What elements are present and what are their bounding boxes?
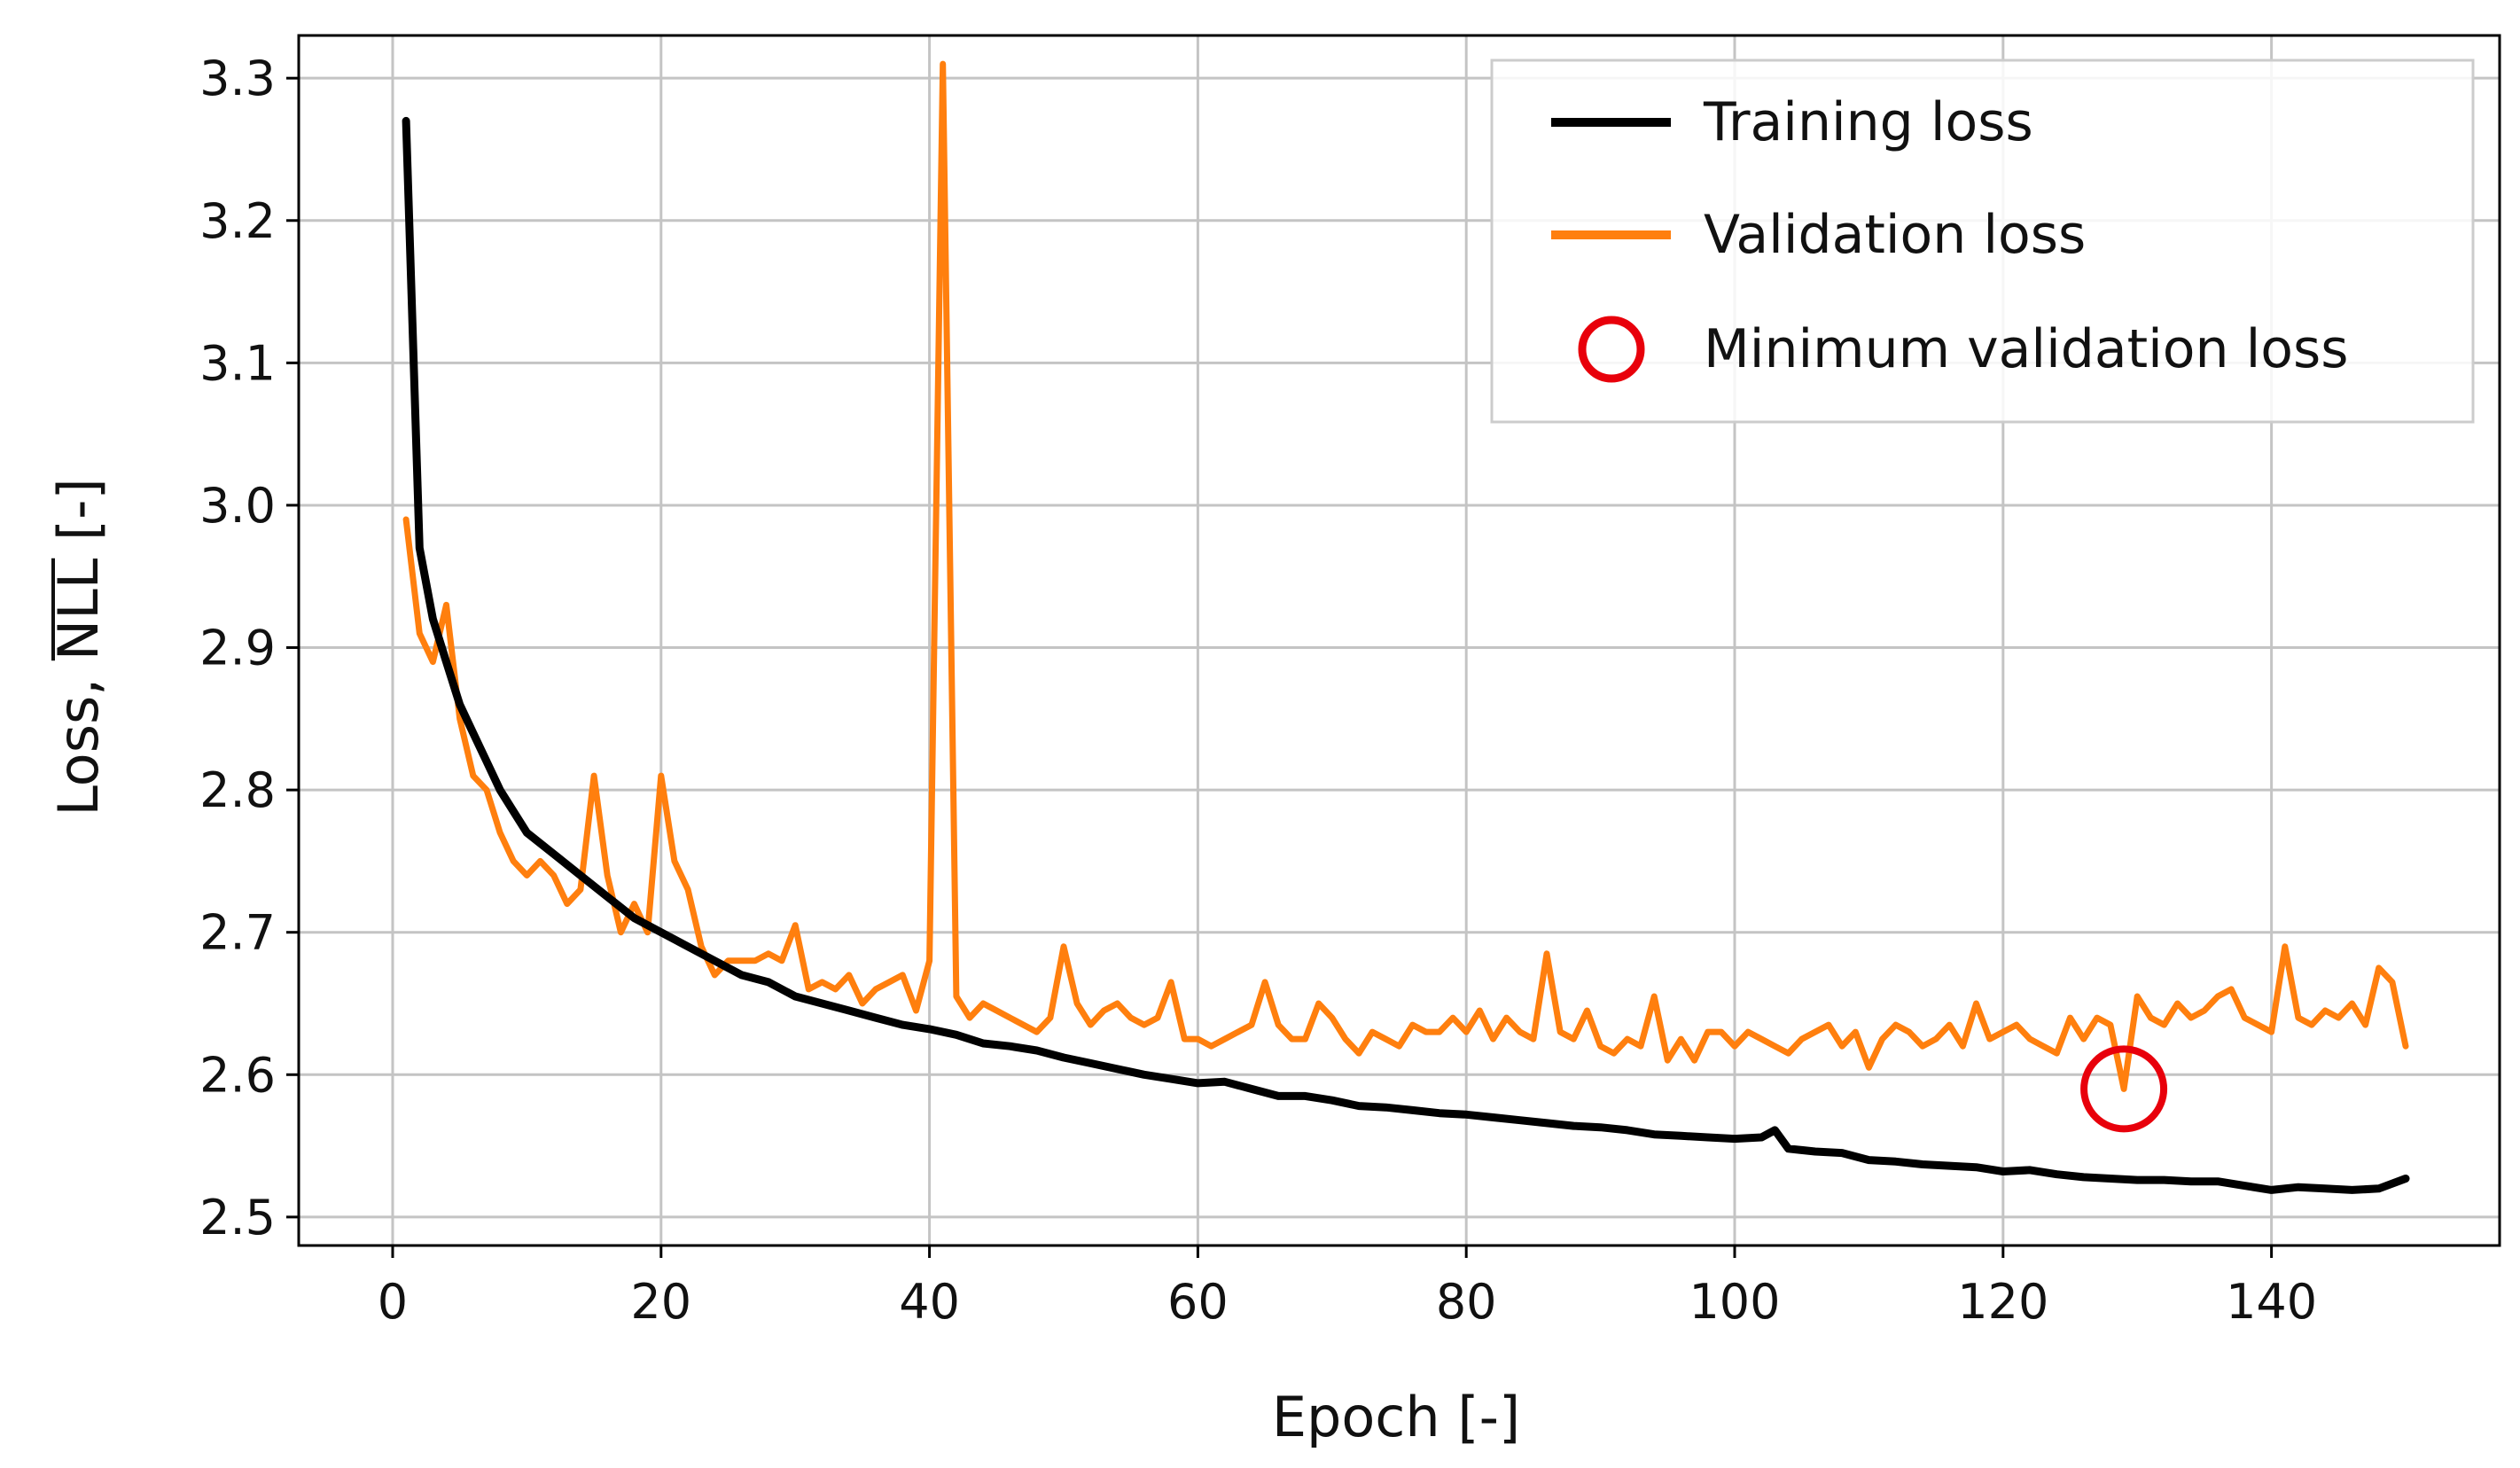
y-tick-label: 2.5 (199, 1190, 276, 1245)
ticks: 0 20 40 60 80 100 120 140 2.5 2.6 2.7 2.8 2.9 3.0 3.1 3… (199, 51, 2317, 1330)
y-tick-label: 2.9 (199, 621, 276, 676)
y-tick-label: 2.8 (199, 762, 276, 818)
x-tick-label: 60 (1167, 1274, 1229, 1330)
legend: Training loss Validation loss Minimum va… (1490, 59, 2475, 424)
y-tick-label: 2.6 (199, 1047, 276, 1103)
y-axis-label-prefix: Loss, (46, 660, 111, 816)
y-axis-label-nll: NLL (46, 558, 111, 660)
legend-minimum-marker (1578, 316, 1645, 383)
x-tick-label: 100 (1689, 1274, 1780, 1330)
training-loss-line (402, 116, 2410, 1194)
svg-text:Loss, NLL [-]: Loss, NLL [-] (46, 478, 111, 816)
x-tick-label: 40 (899, 1274, 960, 1330)
y-axis-label-suffix: [-] (46, 478, 111, 558)
y-tick-label: 3.0 (199, 478, 276, 534)
x-tick-label: 140 (2226, 1274, 2317, 1330)
x-tick-label: 80 (1436, 1274, 1497, 1330)
plot-frame (297, 34, 2501, 1247)
series-layer (402, 60, 2410, 1194)
y-tick-label: 3.2 (199, 193, 276, 249)
y-tick-label: 2.7 (199, 905, 276, 961)
x-tick-label: 0 (378, 1274, 408, 1330)
x-axis-label: Epoch [-] (1272, 1385, 1520, 1449)
x-tick-label: 20 (630, 1274, 691, 1330)
legend-training-label: Training loss (1703, 91, 2033, 153)
x-tick-label: 120 (1957, 1274, 2048, 1330)
y-tick-label: 3.1 (199, 335, 276, 391)
minimum-validation-marker (2080, 1045, 2168, 1133)
legend-minimum-label: Minimum validation loss (1704, 318, 2349, 380)
validation-loss-line (402, 60, 2409, 1092)
y-axis-label: Loss, NLL [-] (46, 478, 111, 816)
legend-validation-label: Validation loss (1704, 204, 2086, 266)
y-tick-label: 3.3 (199, 51, 276, 106)
